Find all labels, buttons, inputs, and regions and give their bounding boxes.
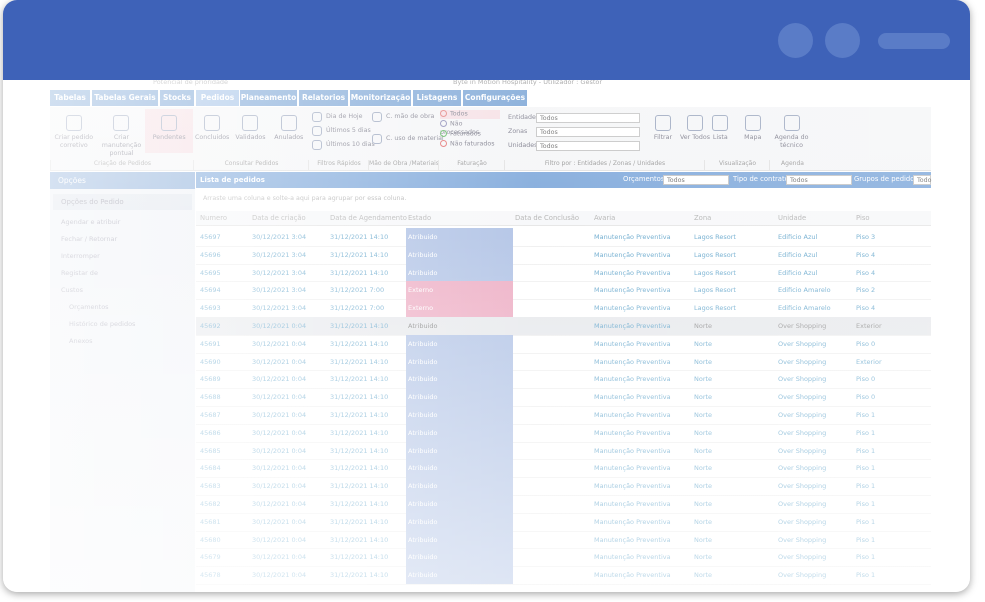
window-button[interactable] xyxy=(825,23,860,58)
window: Potencial de prioridadeByte in Motion Ho… xyxy=(3,0,970,592)
fade xyxy=(3,80,970,592)
window-button[interactable] xyxy=(778,23,813,58)
window-control[interactable] xyxy=(878,33,950,49)
title-bar xyxy=(3,0,970,80)
